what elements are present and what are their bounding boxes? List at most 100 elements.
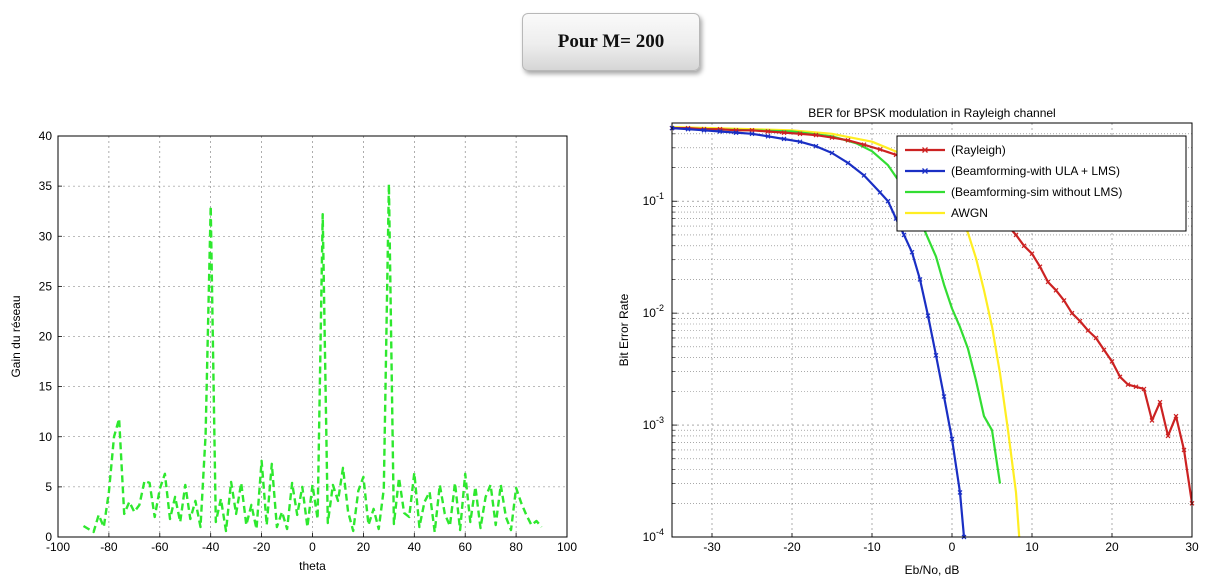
legend-label: (Beamforming-with ULA + LMS): [951, 164, 1120, 178]
series-marker: [877, 147, 883, 152]
tick-label-x: 20: [1105, 540, 1119, 554]
series-marker: [1181, 447, 1187, 453]
series-marker: [1037, 264, 1043, 270]
tick-label-y: 0: [45, 530, 52, 544]
tick-label-x: -60: [151, 540, 169, 554]
series-marker: [1117, 374, 1123, 380]
series-marker: [941, 394, 947, 399]
axes-frame-left: [57, 135, 568, 538]
tick-label-y: 10-1: [643, 191, 664, 208]
series-marker: [829, 150, 835, 156]
axes-frame-right: [671, 122, 1193, 538]
series-marker: [917, 277, 923, 282]
series-marker: [933, 352, 939, 358]
tick-label-y: 35: [39, 179, 53, 193]
tick-label-x: -100: [46, 540, 70, 554]
series-marker: [1157, 399, 1163, 405]
series-marker: [949, 436, 955, 442]
tick-label-y: 25: [39, 279, 53, 293]
series-marker: [885, 198, 891, 204]
series-marker: [1085, 328, 1091, 333]
series-marker: [1125, 382, 1131, 388]
series-marker: [701, 127, 707, 133]
legend-label: AWGN: [951, 206, 988, 220]
tick-label-x: 0: [949, 540, 956, 554]
legend-box: [896, 135, 1187, 232]
tick-label-x: 0: [309, 540, 316, 554]
series-marker: [1029, 251, 1035, 257]
tick-label-x: 10: [1025, 540, 1039, 554]
tick-label-y: 30: [39, 229, 53, 243]
series-marker: [845, 160, 851, 166]
series-marker: [1141, 386, 1147, 392]
legend-marker: [922, 147, 928, 153]
series-marker: [1165, 433, 1171, 439]
series-marker: [861, 173, 867, 178]
tick-label-x: 20: [357, 540, 371, 554]
legend-label: (Beamforming-sim without LMS): [951, 185, 1122, 199]
chart-title-right: BER for BPSK modulation in Rayleigh chan…: [808, 106, 1055, 120]
series-marker: [765, 129, 771, 134]
series-marker: [845, 137, 851, 143]
tick-exponent: -2: [656, 303, 664, 313]
series-marker: [781, 130, 787, 136]
series-marker: [957, 490, 963, 495]
series-line-gain: [82, 182, 543, 534]
tick-label-x: -20: [253, 540, 271, 554]
series-marker: [1109, 359, 1115, 364]
series-marker: [1053, 287, 1059, 293]
tick-label-x: 30: [1185, 540, 1199, 554]
tick-label-y: 10-2: [643, 303, 664, 320]
tick-label-y: 20: [39, 330, 53, 344]
series-marker: [781, 136, 787, 142]
series-marker: [829, 135, 835, 141]
tick-label-x: -80: [100, 540, 118, 554]
series-marker: [1061, 297, 1067, 303]
series-marker: [813, 143, 819, 149]
tick-label-y: 15: [39, 380, 53, 394]
series-marker: [1077, 318, 1083, 324]
series-marker: [861, 142, 867, 148]
tick-label-x: 60: [459, 540, 473, 554]
series-marker: [749, 127, 755, 133]
legend-marker: [922, 168, 928, 174]
series-marker: [749, 131, 755, 137]
series-marker: [1149, 418, 1155, 423]
tick-label-x: 80: [509, 540, 523, 554]
series-marker: [877, 189, 883, 195]
tick-label-y: 5: [45, 480, 52, 494]
series-marker: [797, 131, 803, 137]
series-marker: [813, 132, 819, 138]
series-marker: [1093, 335, 1099, 341]
tick-label-y: 40: [39, 129, 53, 143]
tick-label-x: -10: [863, 540, 881, 554]
tick-exponent: -4: [656, 527, 664, 537]
tick-label-x: 40: [408, 540, 422, 554]
series-marker: [685, 126, 691, 132]
series-marker: [1133, 384, 1139, 390]
tick-label-x: -20: [783, 540, 801, 554]
y-axis-label-right: Bit Error Rate: [617, 293, 631, 366]
tick-exponent: -1: [656, 191, 664, 201]
title-banner: Pour M= 200: [522, 13, 700, 71]
tick-label-y: 10-3: [643, 415, 664, 432]
tick-label-y: 10-4: [643, 527, 664, 544]
series-marker: [1021, 243, 1027, 249]
series-marker: [797, 139, 803, 145]
series-marker: [1045, 279, 1051, 285]
banner-text: Pour M= 200: [557, 31, 665, 52]
series-marker: [909, 249, 915, 255]
series-marker: [717, 129, 723, 134]
series-marker: [1013, 232, 1019, 238]
series-marker: [1069, 310, 1075, 316]
series-marker: [733, 130, 739, 136]
y-axis-label-left: Gain du réseau: [9, 295, 23, 377]
tick-label-x: -40: [202, 540, 220, 554]
series-marker: [765, 133, 771, 139]
x-axis-label-right: Eb/No, dB: [905, 563, 960, 577]
series-marker: [1173, 413, 1179, 419]
legend-label: (Rayleigh): [951, 143, 1006, 157]
tick-label-y: 10: [39, 430, 53, 444]
tick-label-x: 100: [557, 540, 577, 554]
